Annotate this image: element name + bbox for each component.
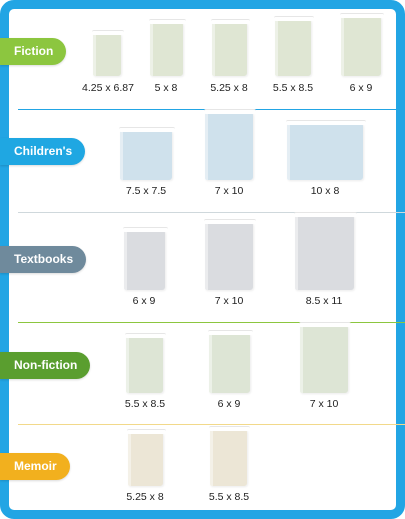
category-label-nonfiction: Non-fiction (0, 352, 91, 379)
book-cover (119, 127, 175, 180)
size-caption: 6 x 9 (217, 398, 241, 410)
book-cover (123, 227, 168, 290)
book-cover (286, 120, 366, 180)
size-caption: 10 x 8 (310, 185, 340, 197)
category-label-textbooks: Textbooks (0, 246, 87, 273)
category-label-fiction: Fiction (0, 38, 67, 65)
size-caption: 4.25 x 6.87 (82, 82, 134, 94)
category-label-childrens: Children's (0, 138, 86, 165)
divider-nonfiction (18, 424, 405, 425)
size-caption: 7 x 10 (214, 295, 244, 307)
category-label-memoir: Memoir (0, 453, 70, 480)
size-caption: 5.25 x 8 (126, 491, 164, 503)
book-cover (208, 330, 253, 393)
size-caption: 5.5 x 8.5 (124, 398, 166, 410)
size-caption: 7 x 10 (214, 185, 244, 197)
size-caption: 5.5 x 8.5 (272, 82, 314, 94)
book-cover (125, 333, 166, 393)
size-caption: 5.5 x 8.5 (208, 491, 250, 503)
size-caption: 5 x 8 (154, 82, 178, 94)
book-cover (274, 16, 314, 76)
size-caption: 6 x 9 (349, 82, 373, 94)
size-caption: 7 x 10 (309, 398, 339, 410)
size-caption: 7.5 x 7.5 (125, 185, 167, 197)
book-cover (204, 109, 256, 180)
book-cover (149, 19, 186, 76)
divider-textbooks (18, 322, 405, 323)
size-caption: 8.5 x 11 (305, 295, 343, 307)
book-cover (204, 219, 256, 290)
book-cover (299, 322, 351, 393)
book-cover (127, 429, 166, 486)
size-caption: 6 x 9 (132, 295, 156, 307)
size-caption: 5.25 x 8 (210, 82, 248, 94)
book-cover (92, 30, 124, 76)
book-cover (211, 19, 250, 76)
book-cover (294, 212, 357, 290)
book-cover (209, 426, 250, 486)
divider-childrens (18, 212, 405, 213)
book-cover (340, 13, 384, 76)
